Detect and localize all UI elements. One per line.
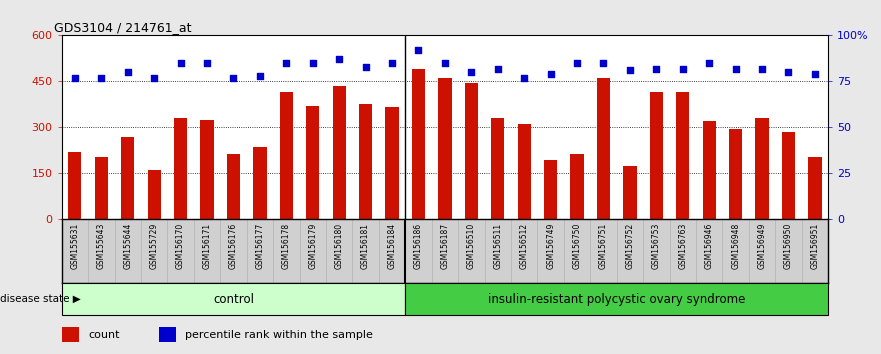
Point bbox=[174, 60, 188, 66]
Bar bbox=[596, 78, 610, 219]
Text: GSM156946: GSM156946 bbox=[705, 223, 714, 269]
Point bbox=[491, 66, 505, 72]
Text: GSM156752: GSM156752 bbox=[626, 223, 634, 269]
Bar bbox=[359, 104, 372, 219]
Bar bbox=[677, 92, 690, 219]
Point bbox=[94, 75, 108, 81]
Text: disease state ▶: disease state ▶ bbox=[0, 294, 81, 304]
Text: GSM156181: GSM156181 bbox=[361, 223, 370, 269]
Point bbox=[676, 66, 690, 72]
Bar bbox=[755, 118, 768, 219]
Bar bbox=[95, 156, 108, 219]
Point bbox=[729, 66, 743, 72]
Text: GSM156951: GSM156951 bbox=[811, 223, 819, 269]
Text: GSM155729: GSM155729 bbox=[150, 223, 159, 269]
Point bbox=[438, 60, 452, 66]
Bar bbox=[62, 327, 79, 342]
Point bbox=[385, 60, 399, 66]
Bar bbox=[386, 108, 398, 219]
Bar bbox=[147, 170, 160, 219]
Bar bbox=[544, 160, 558, 219]
Point bbox=[649, 66, 663, 72]
Bar bbox=[809, 156, 821, 219]
Point bbox=[464, 69, 478, 75]
Bar bbox=[517, 124, 530, 219]
Bar bbox=[465, 83, 478, 219]
Text: GSM156753: GSM156753 bbox=[652, 223, 661, 269]
Text: GSM156948: GSM156948 bbox=[731, 223, 740, 269]
Bar bbox=[332, 86, 345, 219]
Point bbox=[808, 71, 822, 77]
Point bbox=[279, 60, 293, 66]
Point bbox=[359, 64, 373, 69]
Text: GSM156949: GSM156949 bbox=[758, 223, 766, 269]
Bar bbox=[571, 154, 583, 219]
Point bbox=[121, 69, 135, 75]
Text: GSM156184: GSM156184 bbox=[388, 223, 396, 269]
Text: GSM156511: GSM156511 bbox=[493, 223, 502, 269]
Point bbox=[781, 69, 796, 75]
FancyBboxPatch shape bbox=[405, 283, 828, 315]
Text: GSM156750: GSM156750 bbox=[573, 223, 581, 269]
Text: GSM156186: GSM156186 bbox=[414, 223, 423, 269]
Point bbox=[517, 75, 531, 81]
Bar bbox=[201, 120, 214, 219]
Point bbox=[570, 60, 584, 66]
Point bbox=[68, 75, 82, 81]
Point bbox=[702, 60, 716, 66]
Text: GSM156176: GSM156176 bbox=[229, 223, 238, 269]
Text: GSM156950: GSM156950 bbox=[784, 223, 793, 269]
Point bbox=[200, 60, 214, 66]
Text: GSM156751: GSM156751 bbox=[599, 223, 608, 269]
Text: GSM156512: GSM156512 bbox=[520, 223, 529, 269]
Text: GSM156170: GSM156170 bbox=[176, 223, 185, 269]
Point bbox=[226, 75, 241, 81]
Text: GSM156510: GSM156510 bbox=[467, 223, 476, 269]
Text: insulin-resistant polycystic ovary syndrome: insulin-resistant polycystic ovary syndr… bbox=[488, 293, 745, 306]
Bar bbox=[159, 327, 176, 342]
Text: control: control bbox=[213, 293, 254, 306]
Bar bbox=[729, 129, 742, 219]
Bar bbox=[781, 132, 795, 219]
Text: GSM156177: GSM156177 bbox=[255, 223, 264, 269]
Bar bbox=[649, 92, 663, 219]
Text: percentile rank within the sample: percentile rank within the sample bbox=[185, 330, 373, 339]
Point bbox=[544, 71, 558, 77]
Point bbox=[623, 68, 637, 73]
Text: GSM156763: GSM156763 bbox=[678, 223, 687, 269]
Point bbox=[596, 60, 611, 66]
Point bbox=[253, 73, 267, 79]
Text: GSM155631: GSM155631 bbox=[70, 223, 79, 269]
Text: GSM156178: GSM156178 bbox=[282, 223, 291, 269]
Text: count: count bbox=[88, 330, 120, 339]
Bar bbox=[227, 154, 240, 219]
Bar bbox=[411, 69, 425, 219]
Text: GSM155643: GSM155643 bbox=[97, 223, 106, 269]
Point bbox=[332, 57, 346, 62]
Bar bbox=[703, 121, 715, 219]
Text: GSM156180: GSM156180 bbox=[335, 223, 344, 269]
Point bbox=[411, 47, 426, 53]
Text: GSM156171: GSM156171 bbox=[203, 223, 211, 269]
Point bbox=[147, 75, 161, 81]
Text: GDS3104 / 214761_at: GDS3104 / 214761_at bbox=[54, 21, 191, 34]
Bar bbox=[122, 137, 134, 219]
Text: GSM156749: GSM156749 bbox=[546, 223, 555, 269]
Bar bbox=[492, 118, 504, 219]
FancyBboxPatch shape bbox=[62, 283, 405, 315]
Bar bbox=[69, 152, 81, 219]
Bar bbox=[254, 147, 266, 219]
Text: GSM156179: GSM156179 bbox=[308, 223, 317, 269]
Point bbox=[755, 66, 769, 72]
Bar bbox=[624, 166, 636, 219]
Bar bbox=[280, 92, 292, 219]
Bar bbox=[439, 78, 451, 219]
Text: GSM156187: GSM156187 bbox=[440, 223, 449, 269]
Bar bbox=[174, 118, 187, 219]
Point bbox=[306, 60, 320, 66]
Bar bbox=[307, 106, 319, 219]
Text: GSM155644: GSM155644 bbox=[123, 223, 132, 269]
